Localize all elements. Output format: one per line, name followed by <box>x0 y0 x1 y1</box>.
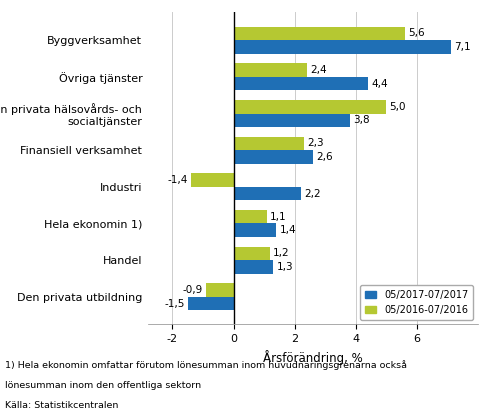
Text: Källa: Statistikcentralen: Källa: Statistikcentralen <box>5 401 118 411</box>
Bar <box>234 100 387 114</box>
Bar <box>191 173 234 187</box>
Text: -1,4: -1,4 <box>167 175 188 185</box>
Legend: 05/2017-07/2017, 05/2016-07/2016: 05/2017-07/2017, 05/2016-07/2016 <box>360 285 473 319</box>
Bar <box>234 136 304 150</box>
Text: 1,3: 1,3 <box>277 262 293 272</box>
Text: 2,3: 2,3 <box>307 139 323 149</box>
Text: 5,6: 5,6 <box>408 28 424 38</box>
Text: 2,4: 2,4 <box>310 65 327 75</box>
Bar <box>234 247 270 260</box>
Text: 1,1: 1,1 <box>270 212 287 222</box>
Text: 1,2: 1,2 <box>273 248 290 258</box>
Text: 5,0: 5,0 <box>389 102 406 112</box>
Text: 2,6: 2,6 <box>316 152 333 162</box>
Bar <box>188 297 234 310</box>
Bar <box>234 223 277 237</box>
Bar <box>234 150 313 164</box>
Text: -1,5: -1,5 <box>164 299 184 309</box>
Text: -0,9: -0,9 <box>183 285 203 295</box>
X-axis label: Årsförändring, %: Årsförändring, % <box>263 350 363 365</box>
Text: 2,2: 2,2 <box>304 188 320 198</box>
Text: 3,8: 3,8 <box>353 115 369 125</box>
Text: lönesumman inom den offentliga sektorn: lönesumman inom den offentliga sektorn <box>5 381 201 390</box>
Bar <box>234 260 273 274</box>
Bar <box>234 40 451 54</box>
Text: 7,1: 7,1 <box>454 42 470 52</box>
Bar <box>234 63 307 77</box>
Text: 1,4: 1,4 <box>280 225 296 235</box>
Text: 1) Hela ekonomin omfattar förutom lönesumman inom huvudnäringsgrenarna också: 1) Hela ekonomin omfattar förutom lönesu… <box>5 360 407 370</box>
Bar <box>206 283 234 297</box>
Bar <box>234 187 301 201</box>
Bar <box>234 114 350 127</box>
Bar <box>234 77 368 90</box>
Bar <box>234 27 405 40</box>
Text: 4,4: 4,4 <box>371 79 388 89</box>
Bar <box>234 210 267 223</box>
